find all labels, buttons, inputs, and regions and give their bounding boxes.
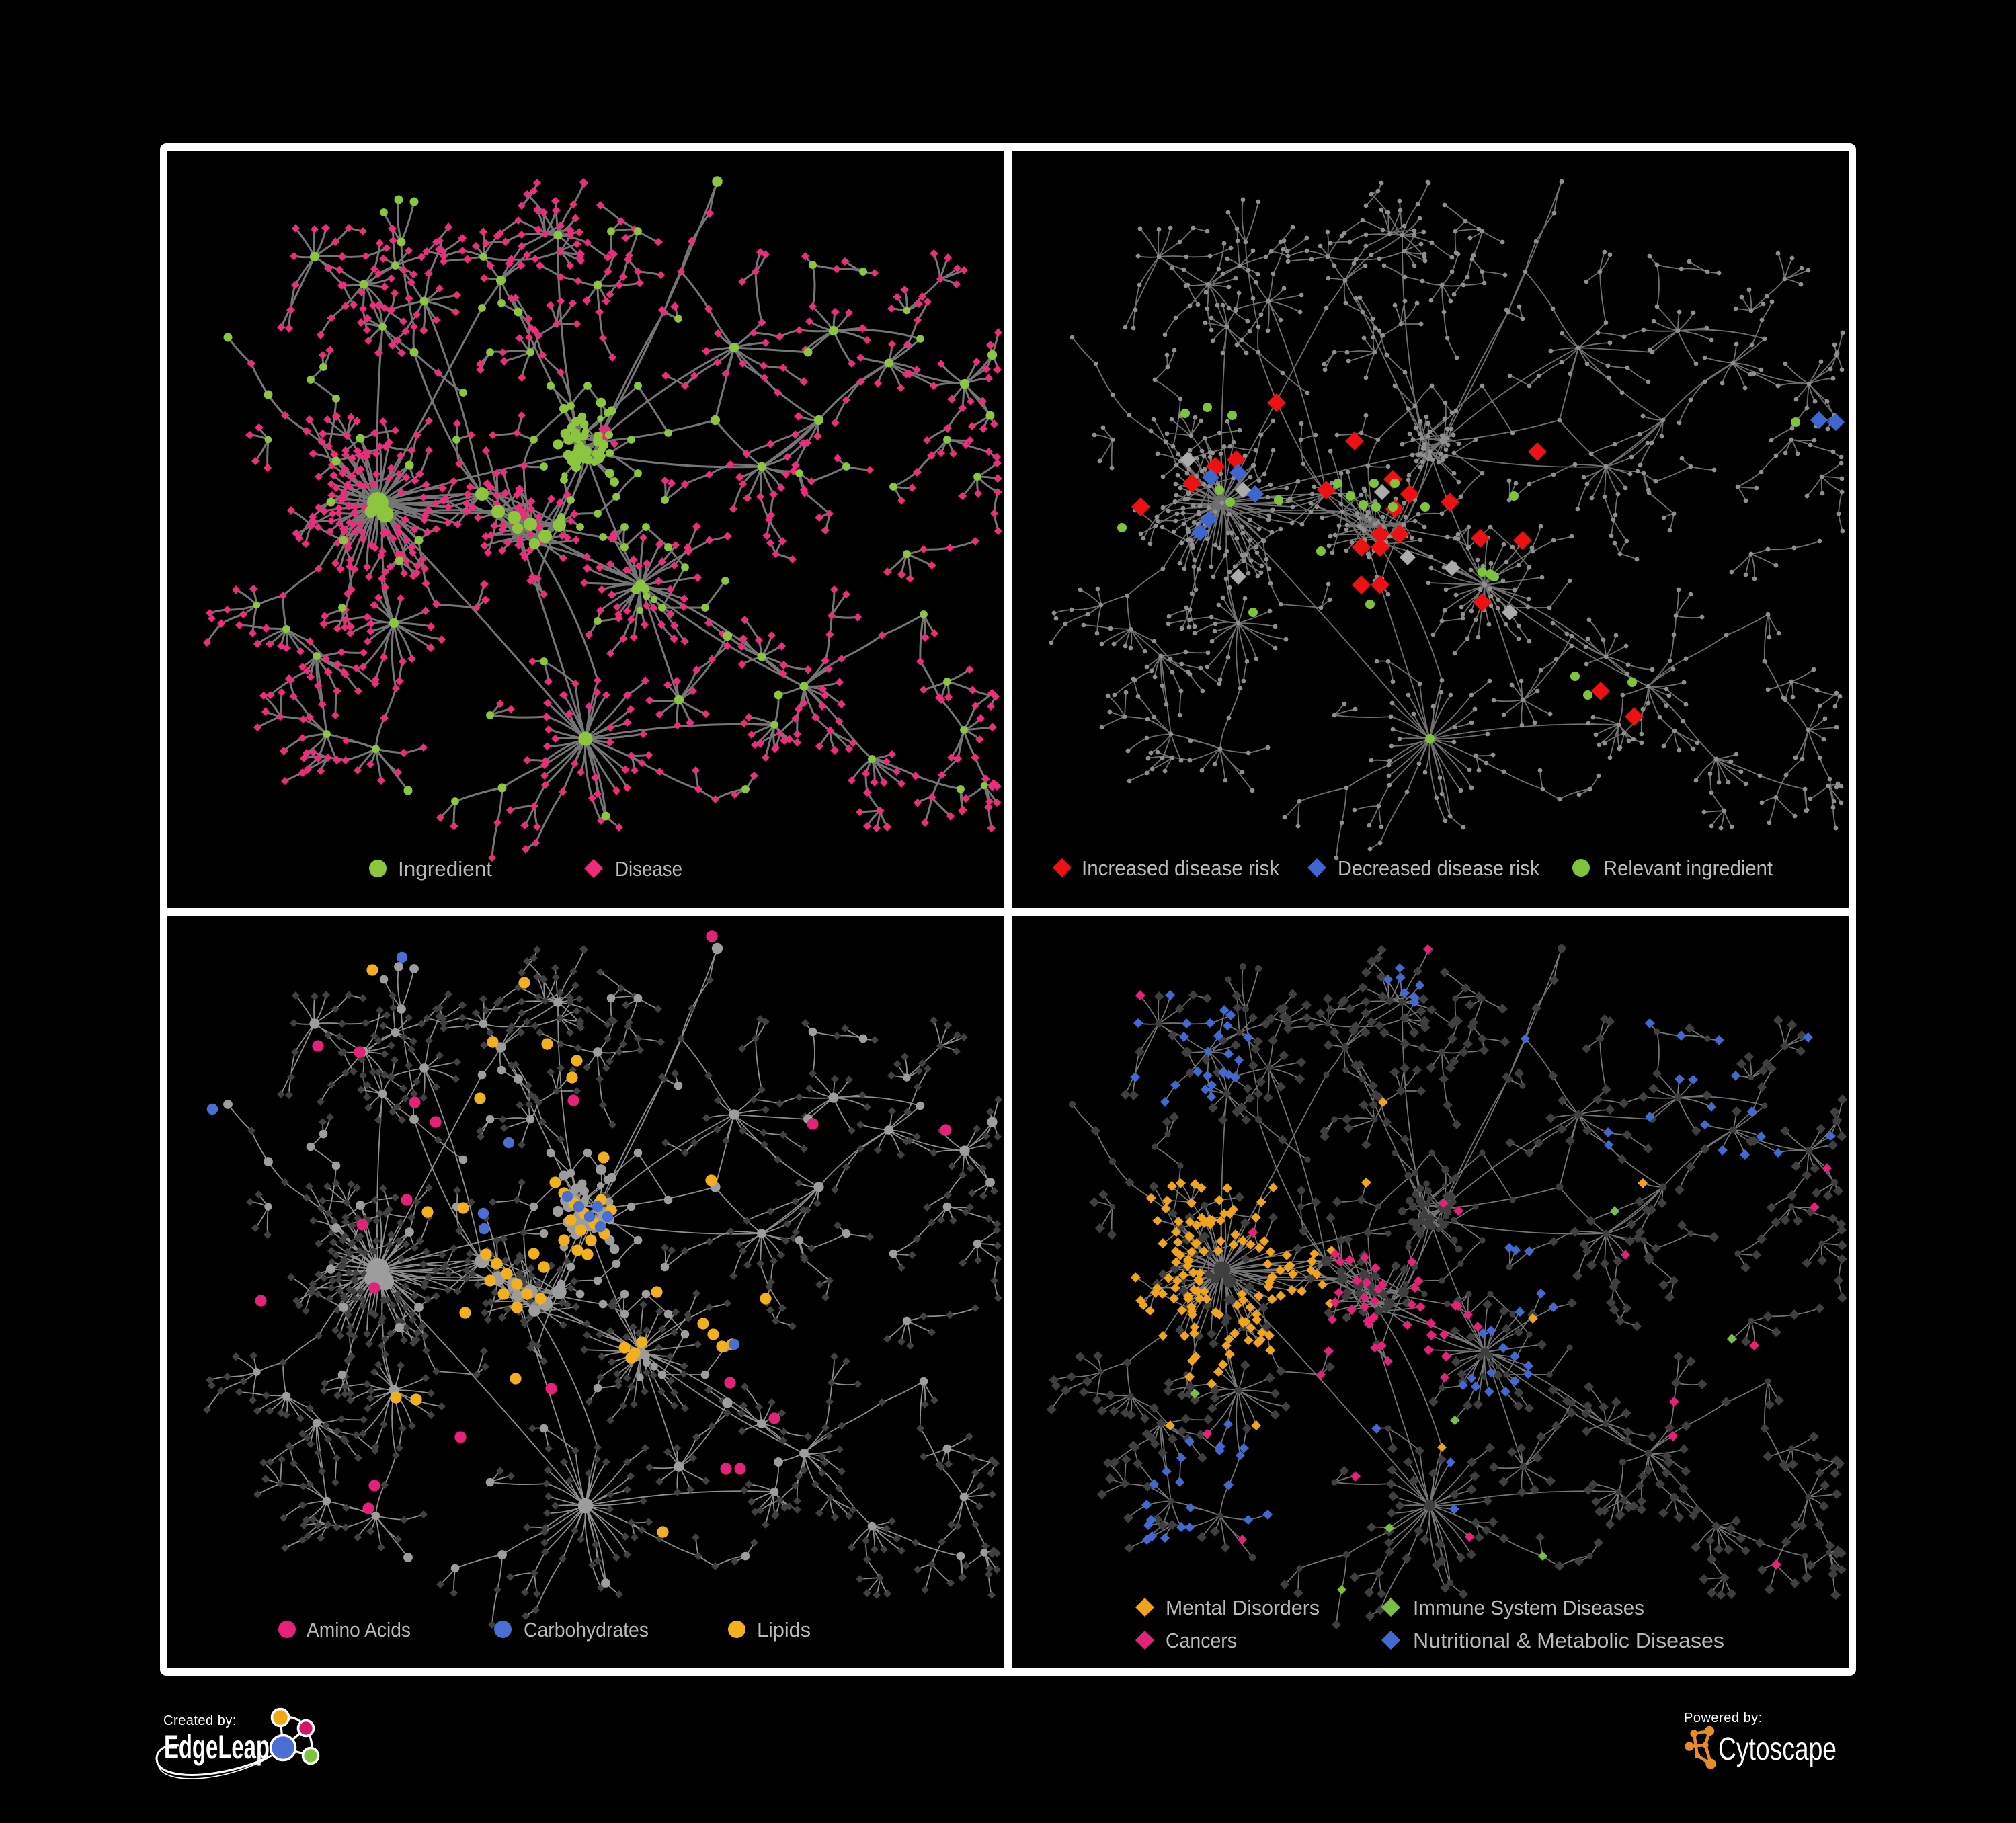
svg-text:Amino Acids: Amino Acids xyxy=(307,1618,411,1642)
svg-text:Immune System Diseases: Immune System Diseases xyxy=(1413,1596,1644,1619)
svg-text:Powered by:: Powered by: xyxy=(1684,1711,1763,1726)
svg-text:Disease: Disease xyxy=(615,857,682,881)
svg-text:Lipids: Lipids xyxy=(757,1618,811,1642)
svg-text:Relevant ingredient: Relevant ingredient xyxy=(1603,856,1773,880)
svg-text:Decreased disease risk: Decreased disease risk xyxy=(1338,856,1539,880)
svg-text:Created by:: Created by: xyxy=(163,1713,237,1728)
svg-text:Carbohydrates: Carbohydrates xyxy=(524,1618,649,1642)
svg-text:Increased disease risk: Increased disease risk xyxy=(1082,856,1279,880)
svg-text:Nutritional & Metabolic Diseas: Nutritional & Metabolic Diseases xyxy=(1413,1629,1724,1652)
svg-text:EdgeLeap: EdgeLeap xyxy=(164,1728,270,1766)
svg-text:Cytoscape: Cytoscape xyxy=(1718,1732,1837,1767)
svg-text:Cancers: Cancers xyxy=(1166,1629,1237,1652)
svg-text:Ingredient: Ingredient xyxy=(398,857,492,881)
svg-text:Mental Disorders: Mental Disorders xyxy=(1166,1596,1320,1619)
